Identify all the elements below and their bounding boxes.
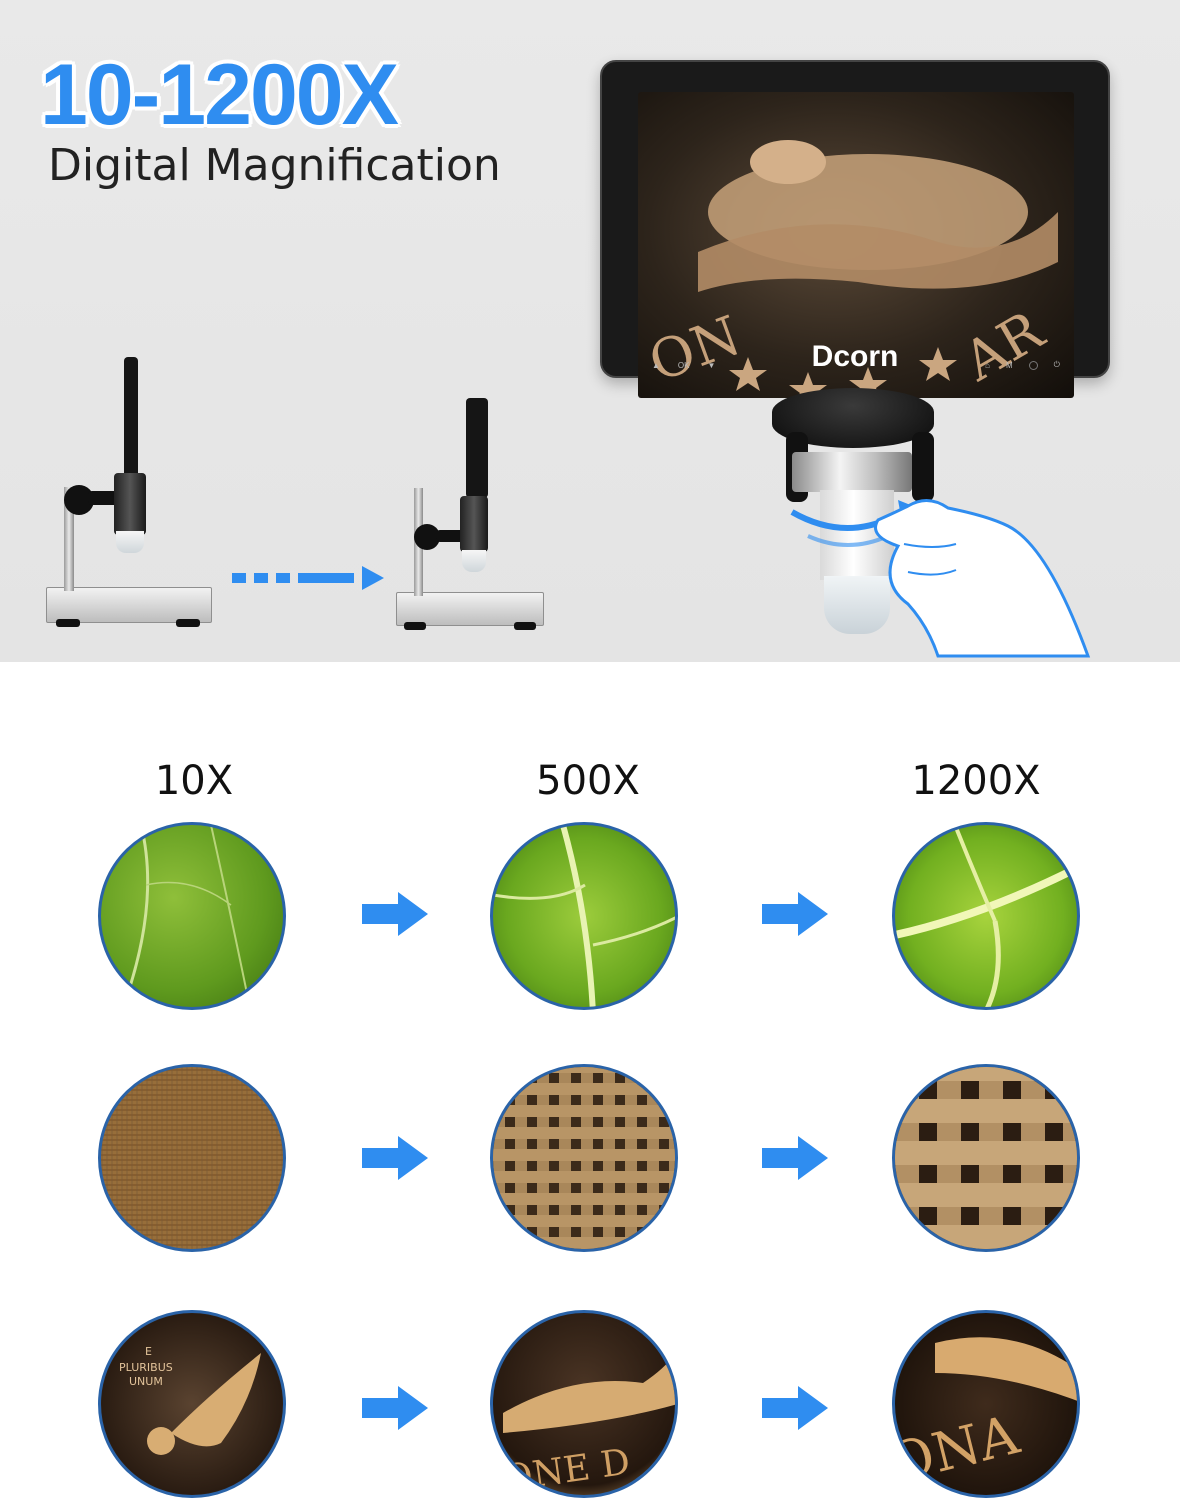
menu-button[interactable]: M (1006, 360, 1013, 370)
display-coin-image: ON AR (638, 92, 1074, 398)
focus-collar (792, 452, 912, 492)
coin-500x-image: ONE D (490, 1310, 678, 1498)
device-buttons-left: ▲ OK ▼ (652, 361, 715, 370)
brand-logo: Dcorn (811, 340, 899, 373)
down-button[interactable]: ▼ (707, 361, 716, 370)
arrow-right-icon (762, 892, 828, 936)
arrow-right-icon (762, 1386, 828, 1430)
headline: 10-1200X (40, 47, 399, 143)
transition-arrow (232, 566, 384, 590)
home-button[interactable]: ⌂ (985, 360, 990, 370)
arrow-right-icon (362, 1386, 428, 1430)
column-label-1200x: 1200X (911, 758, 1041, 804)
svg-text:ONA: ONA (895, 1403, 1026, 1496)
device-buttons-right: ⌂ M ⏻ (985, 360, 1060, 370)
leaf-500x-image (490, 822, 678, 1010)
power-icon[interactable]: ⏻ (1053, 360, 1060, 369)
ok-button[interactable]: OK (677, 361, 690, 370)
svg-text:PLURIBUS: PLURIBUS (119, 1361, 173, 1374)
burlap-500x-image (490, 1064, 678, 1252)
leaf-10x-image (98, 822, 286, 1010)
leaf-1200x-image (892, 822, 1080, 1010)
stand-high-position (396, 396, 546, 636)
hand-icon (874, 499, 1091, 658)
subheadline: Digital Magnification (48, 140, 501, 191)
microscope-display: ON AR ▲ OK ▼ Dcorn ⌂ M ⏻ (600, 60, 1110, 398)
svg-text:ONE D: ONE D (501, 1442, 633, 1498)
hero-banner: 10-1200X Digital Magnification (0, 0, 1180, 662)
svg-text:UNUM: UNUM (129, 1375, 163, 1388)
arrow-right-icon (362, 892, 428, 936)
burlap-10x-image (98, 1064, 286, 1252)
lens-tip (824, 576, 890, 634)
column-label-10x: 10X (154, 758, 234, 804)
up-button[interactable]: ▲ (652, 361, 660, 370)
arrow-right-icon (362, 1136, 428, 1180)
coin-10x-image: E PLURIBUS UNUM (98, 1310, 286, 1498)
right-knob (912, 432, 934, 502)
arrow-right-icon (762, 1136, 828, 1180)
stand-low-position (44, 355, 214, 635)
column-label-500x: 500X (536, 758, 640, 804)
burlap-1200x-image (892, 1064, 1080, 1252)
svg-text:E: E (145, 1345, 152, 1358)
camera-icon (1028, 360, 1038, 370)
coin-1200x-image: ONA (892, 1310, 1080, 1498)
